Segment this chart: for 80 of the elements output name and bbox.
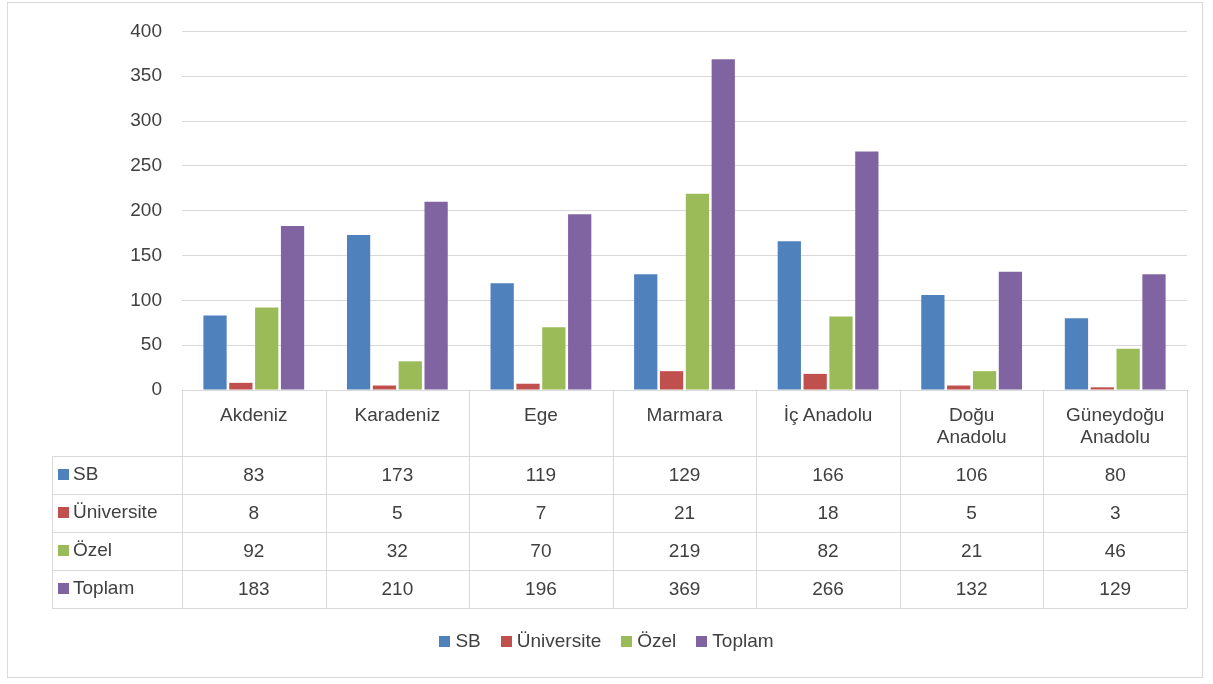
- y-tick-label: 400: [130, 19, 162, 41]
- bar: [1090, 387, 1114, 390]
- bar: [1064, 318, 1089, 390]
- data-label: 196: [525, 578, 557, 600]
- data-label: 369: [668, 578, 701, 600]
- text: SB: [455, 630, 481, 651]
- y-tick-label: 100: [130, 288, 162, 310]
- legend-label: Toplam: [73, 577, 135, 599]
- data-label: 83: [243, 464, 265, 486]
- text: Toplam: [712, 630, 774, 651]
- data-label: 7: [535, 502, 547, 524]
- x-tick-label: İç Anadolu: [783, 403, 873, 425]
- bar: [634, 274, 658, 390]
- legend-label: Üniversite: [73, 501, 158, 523]
- bar: [685, 193, 710, 390]
- x-tick-label: Doğu Anadolu: [936, 403, 1007, 448]
- y-tick-label: 0: [151, 378, 162, 400]
- y-tick-label: 350: [130, 64, 162, 86]
- bar: [1116, 348, 1140, 390]
- data-label: 210: [381, 578, 414, 600]
- data-label: 132: [955, 578, 988, 600]
- data-label: 129: [668, 464, 701, 486]
- bar: [921, 294, 945, 390]
- bar: [255, 307, 279, 390]
- legend-label: Özel: [73, 539, 113, 561]
- data-label: 70: [530, 540, 552, 562]
- data-label: 173: [381, 464, 414, 486]
- x-tick-label: Güneydoğu Anadolu: [1066, 403, 1165, 448]
- bar: [947, 385, 971, 390]
- bar: [855, 151, 879, 390]
- bar: [777, 241, 801, 390]
- data-label: 46: [1104, 540, 1126, 562]
- data-label: 5: [392, 502, 403, 524]
- data-label: 266: [812, 578, 844, 600]
- bar: [711, 59, 735, 390]
- text: Özel: [637, 630, 677, 651]
- data-label: 129: [1099, 578, 1132, 600]
- bar: [229, 382, 253, 390]
- data-label: 5: [966, 502, 977, 524]
- text: Üniversite: [516, 630, 602, 651]
- bar: [659, 371, 684, 390]
- x-tick-label: Marmara: [646, 403, 723, 425]
- data-label: 21: [961, 540, 983, 562]
- bar: [490, 283, 514, 390]
- bar: [568, 214, 592, 390]
- bar: [424, 201, 448, 390]
- y-tick-label: 200: [130, 198, 162, 220]
- data-label: 219: [668, 540, 701, 562]
- bar: [542, 327, 566, 390]
- bar: [998, 271, 1023, 390]
- y-tick-label: 300: [130, 109, 162, 131]
- bar: [803, 373, 827, 390]
- bar: [346, 234, 371, 390]
- data-label: 92: [243, 540, 265, 562]
- x-tick-label: Akdeniz: [219, 403, 288, 425]
- data-label: 82: [817, 540, 839, 562]
- x-tick-label: Ege: [524, 403, 558, 425]
- data-label: 32: [386, 540, 408, 562]
- bar: [829, 316, 853, 390]
- bar: [280, 225, 305, 390]
- bar: [203, 315, 227, 390]
- bar: [516, 383, 540, 390]
- bar: [1142, 274, 1166, 390]
- y-tick-label: 150: [130, 243, 162, 265]
- y-tick-label: 250: [130, 154, 162, 176]
- data-label: 80: [1104, 464, 1126, 486]
- data-label: 21: [673, 502, 696, 524]
- data-label: 183: [237, 578, 270, 600]
- bar: [372, 385, 397, 390]
- data-label: 119: [525, 464, 557, 486]
- y-tick-label: 50: [140, 333, 162, 355]
- x-tick-label: Karadeniz: [354, 403, 441, 425]
- data-label: 8: [248, 502, 260, 524]
- bar: [972, 371, 997, 390]
- data-label: 18: [817, 502, 839, 524]
- bar: [398, 361, 422, 390]
- legend-label: SB: [73, 463, 99, 485]
- data-label: 3: [1109, 502, 1121, 524]
- data-label: 166: [812, 464, 844, 486]
- data-label: 106: [955, 464, 988, 486]
